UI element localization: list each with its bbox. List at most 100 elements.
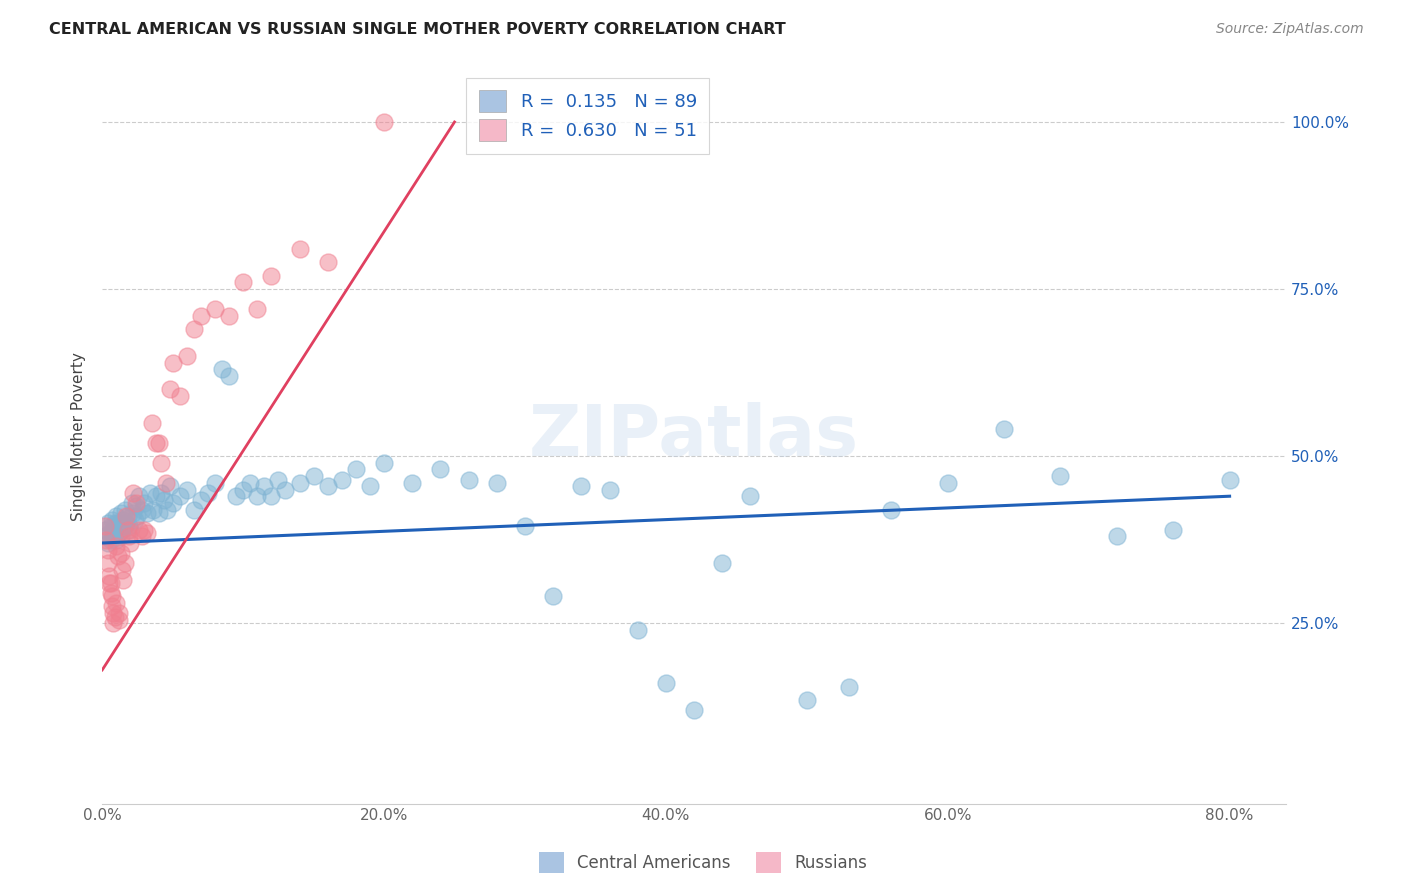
Point xyxy=(246,489,269,503)
Point xyxy=(125,496,148,510)
Point xyxy=(260,489,283,503)
Point xyxy=(274,483,297,497)
Point xyxy=(993,422,1015,436)
Point xyxy=(239,475,262,490)
Point xyxy=(107,519,129,533)
Point xyxy=(117,509,139,524)
Point xyxy=(330,473,353,487)
Legend: Central Americans, Russians: Central Americans, Russians xyxy=(533,846,873,880)
Point xyxy=(169,489,191,503)
Point xyxy=(162,355,184,369)
Point xyxy=(232,483,254,497)
Point xyxy=(101,599,124,614)
Point xyxy=(176,483,198,497)
Point xyxy=(115,509,138,524)
Point xyxy=(108,525,131,540)
Point xyxy=(176,349,198,363)
Point xyxy=(98,525,121,540)
Point xyxy=(98,569,121,583)
Point xyxy=(131,502,153,516)
Point xyxy=(457,473,479,487)
Point xyxy=(120,536,142,550)
Point xyxy=(104,516,127,530)
Point xyxy=(162,496,184,510)
Point xyxy=(225,489,247,503)
Point xyxy=(190,492,212,507)
Point xyxy=(114,502,136,516)
Point xyxy=(796,693,818,707)
Point xyxy=(627,623,650,637)
Point xyxy=(218,368,240,383)
Point xyxy=(110,506,132,520)
Point xyxy=(117,523,139,537)
Point xyxy=(100,576,122,591)
Point xyxy=(105,509,128,524)
Point xyxy=(218,309,240,323)
Text: CENTRAL AMERICAN VS RUSSIAN SINGLE MOTHER POVERTY CORRELATION CHART: CENTRAL AMERICAN VS RUSSIAN SINGLE MOTHE… xyxy=(49,22,786,37)
Point xyxy=(344,462,367,476)
Point xyxy=(97,542,120,557)
Point xyxy=(97,536,120,550)
Point xyxy=(134,496,156,510)
Point xyxy=(267,473,290,487)
Point xyxy=(260,268,283,283)
Point xyxy=(159,382,181,396)
Point xyxy=(197,486,219,500)
Point xyxy=(101,590,124,604)
Point xyxy=(316,479,339,493)
Point xyxy=(1219,473,1241,487)
Point xyxy=(359,479,381,493)
Point xyxy=(100,586,122,600)
Point xyxy=(111,523,134,537)
Point xyxy=(183,502,205,516)
Legend: R =  0.135   N = 89, R =  0.630   N = 51: R = 0.135 N = 89, R = 0.630 N = 51 xyxy=(467,78,710,154)
Point xyxy=(288,242,311,256)
Point xyxy=(141,416,163,430)
Point xyxy=(513,519,536,533)
Point xyxy=(136,525,159,540)
Point xyxy=(112,513,135,527)
Point xyxy=(429,462,451,476)
Point xyxy=(145,435,167,450)
Point xyxy=(373,456,395,470)
Point xyxy=(97,516,120,530)
Point xyxy=(94,519,117,533)
Point xyxy=(1161,523,1184,537)
Point xyxy=(541,590,564,604)
Point xyxy=(183,322,205,336)
Point xyxy=(108,606,131,620)
Point xyxy=(96,533,118,547)
Point xyxy=(150,486,173,500)
Point xyxy=(190,309,212,323)
Point xyxy=(711,556,734,570)
Point xyxy=(103,523,125,537)
Point xyxy=(105,596,128,610)
Point xyxy=(145,489,167,503)
Point xyxy=(97,556,120,570)
Point xyxy=(114,556,136,570)
Point xyxy=(159,479,181,493)
Point xyxy=(124,513,146,527)
Point xyxy=(100,533,122,547)
Point xyxy=(139,486,162,500)
Point xyxy=(104,609,127,624)
Point xyxy=(105,533,128,547)
Point xyxy=(115,516,138,530)
Point xyxy=(683,703,706,717)
Point xyxy=(150,456,173,470)
Point xyxy=(101,513,124,527)
Point xyxy=(100,519,122,533)
Point xyxy=(111,563,134,577)
Point xyxy=(288,475,311,490)
Point xyxy=(1049,469,1071,483)
Point xyxy=(128,523,150,537)
Point xyxy=(740,489,762,503)
Point xyxy=(232,276,254,290)
Text: Source: ZipAtlas.com: Source: ZipAtlas.com xyxy=(1216,22,1364,37)
Point xyxy=(253,479,276,493)
Point xyxy=(127,509,149,524)
Point xyxy=(136,506,159,520)
Point xyxy=(128,489,150,503)
Point xyxy=(134,523,156,537)
Point xyxy=(1105,529,1128,543)
